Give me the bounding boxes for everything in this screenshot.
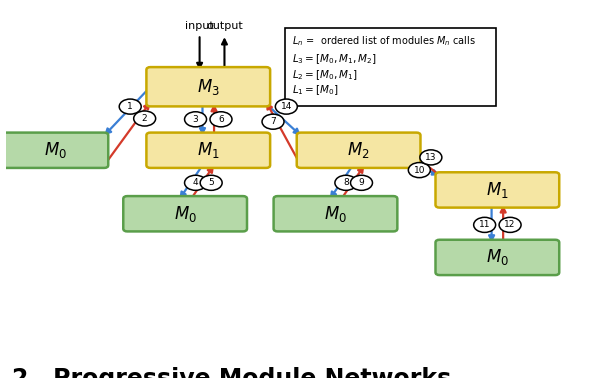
Text: $L_1 = [M_0]$: $L_1 = [M_0]$ <box>292 84 339 98</box>
Text: 7: 7 <box>270 117 276 126</box>
Circle shape <box>350 175 372 191</box>
Circle shape <box>474 217 496 232</box>
Text: 2: 2 <box>142 114 148 123</box>
Text: 1: 1 <box>127 102 133 111</box>
Circle shape <box>119 99 141 114</box>
Text: $\mathit{M}_2$: $\mathit{M}_2$ <box>348 140 370 160</box>
Text: $\mathit{M}_0$: $\mathit{M}_0$ <box>44 140 67 160</box>
Text: 5: 5 <box>208 178 214 187</box>
Text: input: input <box>185 21 214 31</box>
Text: $\mathit{M}_0$: $\mathit{M}_0$ <box>486 248 509 267</box>
FancyBboxPatch shape <box>2 133 108 168</box>
Text: 2   Progressive Module Networks: 2 Progressive Module Networks <box>12 367 451 378</box>
FancyBboxPatch shape <box>435 172 559 208</box>
Circle shape <box>185 175 206 191</box>
Text: 12: 12 <box>504 220 516 229</box>
Text: $\mathit{M}_1$: $\mathit{M}_1$ <box>486 180 509 200</box>
FancyBboxPatch shape <box>285 28 496 105</box>
Circle shape <box>200 175 222 191</box>
Text: $\mathit{M}_0$: $\mathit{M}_0$ <box>324 204 347 224</box>
Circle shape <box>134 111 156 126</box>
Text: 14: 14 <box>281 102 292 111</box>
Circle shape <box>262 114 284 129</box>
Text: $\mathit{M}_1$: $\mathit{M}_1$ <box>197 140 219 160</box>
Text: 11: 11 <box>479 220 490 229</box>
Circle shape <box>210 112 232 127</box>
Circle shape <box>420 150 442 165</box>
Text: output: output <box>206 21 243 31</box>
Text: $L_2 = [M_0,M_1]$: $L_2 = [M_0,M_1]$ <box>292 68 358 82</box>
Text: 6: 6 <box>218 115 224 124</box>
Text: 8: 8 <box>343 178 349 187</box>
Circle shape <box>185 112 206 127</box>
Circle shape <box>276 99 297 114</box>
Circle shape <box>408 163 430 178</box>
FancyBboxPatch shape <box>297 133 421 168</box>
Text: 4: 4 <box>193 178 198 187</box>
FancyBboxPatch shape <box>123 196 247 231</box>
Text: 3: 3 <box>193 115 198 124</box>
Circle shape <box>499 217 521 232</box>
Text: 13: 13 <box>425 153 437 162</box>
Text: $\mathit{M}_3$: $\mathit{M}_3$ <box>197 77 219 97</box>
Text: $L_n\,=\,$ ordered list of modules $M_n$ calls: $L_n\,=\,$ ordered list of modules $M_n$… <box>292 34 476 48</box>
Text: $\mathit{M}_0$: $\mathit{M}_0$ <box>173 204 196 224</box>
Circle shape <box>335 175 357 191</box>
FancyBboxPatch shape <box>146 67 270 106</box>
Text: 9: 9 <box>359 178 365 187</box>
FancyBboxPatch shape <box>274 196 397 231</box>
FancyBboxPatch shape <box>146 133 270 168</box>
Text: 10: 10 <box>414 166 425 175</box>
FancyBboxPatch shape <box>435 240 559 275</box>
Text: $L_3 = [M_0,M_1,M_2]$: $L_3 = [M_0,M_1,M_2]$ <box>292 52 377 66</box>
